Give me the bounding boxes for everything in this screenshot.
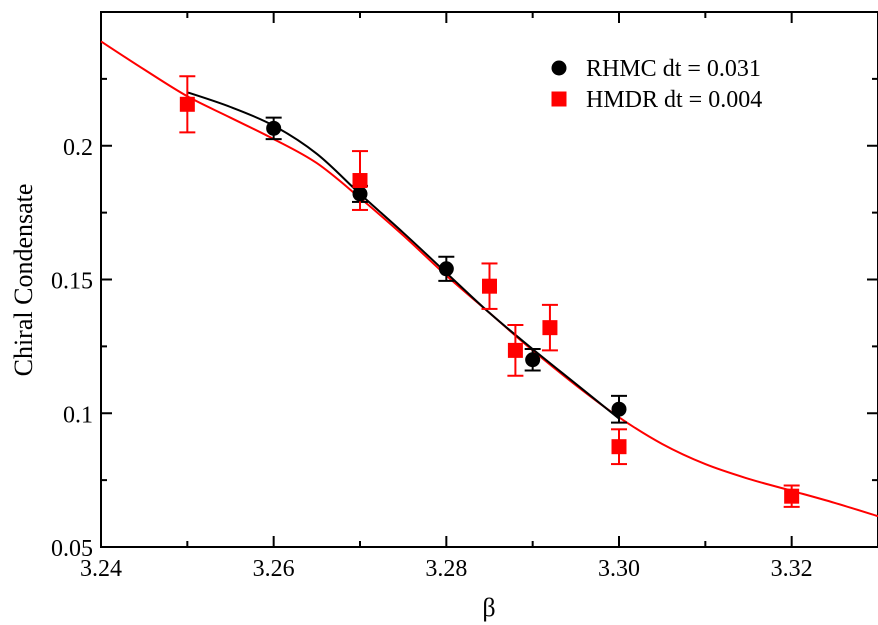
data-point-hmdr — [542, 320, 558, 336]
legend-marker-hmdr — [551, 91, 567, 107]
x-axis: 3.24 3.26 3.28 3.30 3.32 — [80, 12, 813, 582]
x-tick-label: 3.24 — [80, 556, 122, 582]
y-axis: 0.05 0.1 0.15 0.2 — [51, 77, 878, 562]
error-bars — [179, 75, 800, 508]
x-tick-label: 3.26 — [253, 556, 295, 582]
x-tick-label: 3.32 — [771, 556, 813, 582]
data-point-rhmc — [525, 352, 541, 368]
data-point-hmdr — [482, 278, 497, 294]
legend-marker-rhmc — [551, 60, 567, 76]
y-tick-label: 0.05 — [51, 536, 93, 562]
y-tick-label: 0.15 — [51, 269, 93, 295]
x-tick-label: 3.30 — [598, 556, 640, 582]
data-point-rhmc — [266, 120, 282, 136]
y-axis-title: Chiral Condensate — [9, 184, 38, 377]
fit-curve-rhmc — [186, 91, 620, 420]
data-point-rhmc — [438, 261, 454, 277]
data-point-hmdr — [784, 488, 800, 504]
data-points — [179, 96, 800, 504]
fit-curves — [100, 40, 878, 518]
x-axis-title: β — [482, 593, 495, 622]
data-point-rhmc — [352, 186, 368, 202]
data-point-hmdr — [507, 342, 523, 358]
data-point-hmdr — [352, 173, 368, 189]
x-tick-label: 3.28 — [425, 556, 467, 582]
legend-label-rhmc: RHMC dt = 0.031 — [586, 56, 761, 82]
data-point-hmdr — [611, 439, 627, 455]
legend-label-hmdr: HMDR dt = 0.004 — [586, 87, 762, 113]
legend: RHMC dt = 0.031 HMDR dt = 0.004 — [551, 56, 762, 113]
y-tick-label: 0.1 — [63, 402, 93, 428]
data-point-hmdr — [179, 96, 195, 112]
data-point-rhmc — [611, 401, 627, 417]
y-tick-label: 0.2 — [63, 135, 93, 161]
